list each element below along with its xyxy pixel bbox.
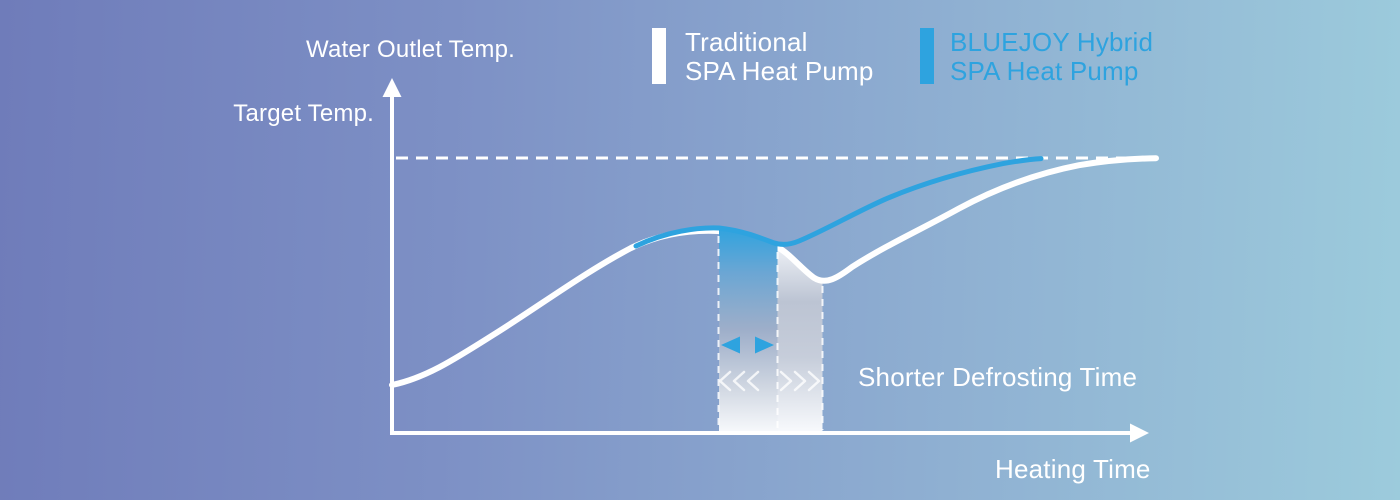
legend-traditional-label-line2: SPA Heat Pump xyxy=(685,56,874,86)
target-temp-label: Target Temp. xyxy=(233,100,374,127)
arrow-right-icon xyxy=(755,336,774,354)
hybrid-curve xyxy=(633,156,1044,249)
legend-traditional-label-line1: Traditional xyxy=(685,27,808,57)
legend-hybrid-label-line1: BLUEJOY Hybrid xyxy=(950,27,1154,57)
chevrons-right-icon xyxy=(779,370,821,392)
y-axis-arrow-icon xyxy=(382,78,402,97)
arrow-left-icon xyxy=(721,336,740,354)
legend-traditional: Traditional SPA Heat Pump xyxy=(652,28,874,86)
traditional-curve xyxy=(389,155,1159,388)
traditional-window-chevrons xyxy=(718,370,821,392)
legend-traditional-label: Traditional SPA Heat Pump xyxy=(685,28,874,86)
x-axis-label: Heating Time xyxy=(995,454,1151,484)
legend-traditional-swatch xyxy=(652,28,666,84)
annotation-shorter-defrosting-time: Shorter Defrosting Time xyxy=(858,362,1138,392)
legend-hybrid: BLUEJOY Hybrid SPA Heat Pump xyxy=(920,28,1153,86)
hybrid-window-arrows xyxy=(721,336,774,354)
defrost-band-hybrid xyxy=(719,228,778,431)
legend-hybrid-label-line2: SPA Heat Pump xyxy=(950,56,1139,86)
legend-hybrid-swatch xyxy=(920,28,934,84)
y-axis-label: Water Outlet Temp. xyxy=(306,36,516,63)
defrost-band-traditional xyxy=(777,246,823,431)
legend-hybrid-label: BLUEJOY Hybrid SPA Heat Pump xyxy=(950,28,1153,86)
chevrons-left-icon xyxy=(718,370,760,392)
x-axis-arrow-icon xyxy=(1130,423,1149,443)
